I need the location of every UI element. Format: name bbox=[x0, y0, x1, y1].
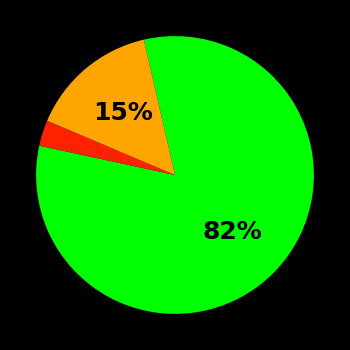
Wedge shape bbox=[36, 36, 314, 314]
Wedge shape bbox=[47, 40, 175, 175]
Text: 82%: 82% bbox=[203, 219, 262, 244]
Wedge shape bbox=[39, 121, 175, 175]
Text: 15%: 15% bbox=[93, 101, 153, 125]
